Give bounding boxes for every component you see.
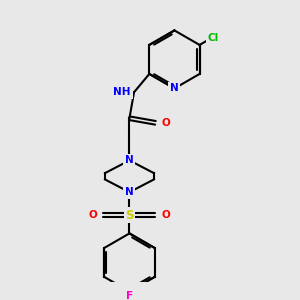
Text: N: N bbox=[125, 155, 134, 165]
Text: NH: NH bbox=[113, 87, 131, 97]
Text: S: S bbox=[125, 208, 134, 222]
Text: Cl: Cl bbox=[208, 33, 219, 43]
Text: N: N bbox=[170, 83, 179, 94]
Text: O: O bbox=[161, 210, 170, 220]
Text: O: O bbox=[161, 118, 170, 128]
Text: N: N bbox=[125, 187, 134, 197]
Text: F: F bbox=[126, 291, 133, 300]
Text: O: O bbox=[88, 210, 98, 220]
